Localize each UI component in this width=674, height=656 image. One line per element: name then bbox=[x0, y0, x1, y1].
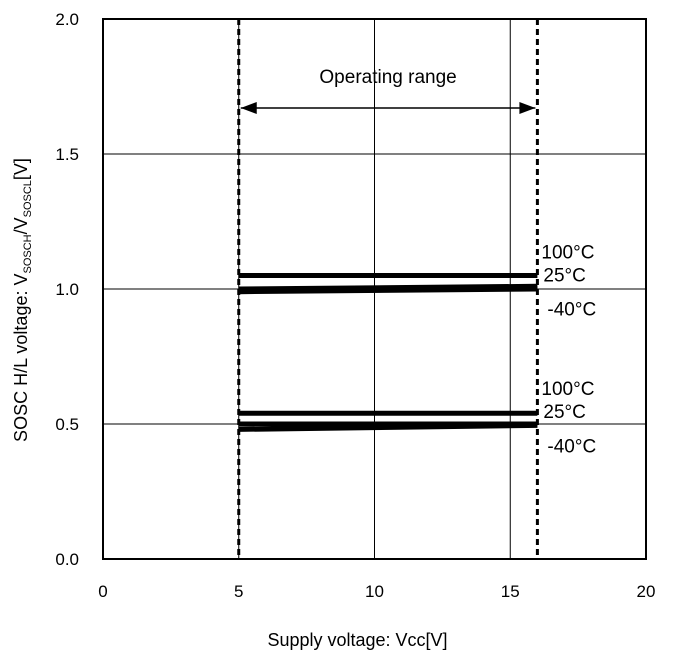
series-line bbox=[238, 286, 538, 295]
series-label: 100°C bbox=[541, 243, 594, 264]
series-label: 25°C bbox=[543, 266, 585, 287]
series-label: 25°C bbox=[543, 402, 585, 423]
series-line bbox=[238, 422, 538, 432]
y-axis-label: SOSC H/L voltage: VSOSCH/VSOSCL[V] bbox=[11, 158, 34, 442]
x-axis-label: Supply voltage: Vcc[V] bbox=[267, 630, 447, 650]
y-tick-label: 0.5 bbox=[55, 415, 79, 434]
range-arrow-right-head bbox=[519, 102, 536, 114]
series-label: -40°C bbox=[547, 436, 596, 457]
y-tick-label: 2.0 bbox=[55, 10, 79, 29]
x-tick-label: 20 bbox=[637, 582, 656, 601]
series-lines bbox=[238, 273, 538, 432]
x-tick-label: 10 bbox=[365, 582, 384, 601]
range-arrow-left-head bbox=[240, 102, 257, 114]
x-tick-label: 15 bbox=[501, 582, 520, 601]
plot-frame bbox=[102, 18, 647, 560]
series-line bbox=[238, 283, 538, 292]
y-tick-label: 1.0 bbox=[55, 280, 79, 299]
series-label: -40°C bbox=[547, 300, 596, 321]
y-tick-label: 0.0 bbox=[55, 550, 79, 569]
range-label: Operating range bbox=[319, 67, 456, 88]
tick-labels: 0 5 10 15 20 0.0 0.5 1.0 1.5 2.0 bbox=[55, 10, 655, 601]
x-tick-label: 5 bbox=[234, 582, 243, 601]
x-tick-label: 0 bbox=[98, 582, 107, 601]
y-tick-label: 1.5 bbox=[55, 145, 79, 164]
series-label: 100°C bbox=[541, 379, 594, 400]
